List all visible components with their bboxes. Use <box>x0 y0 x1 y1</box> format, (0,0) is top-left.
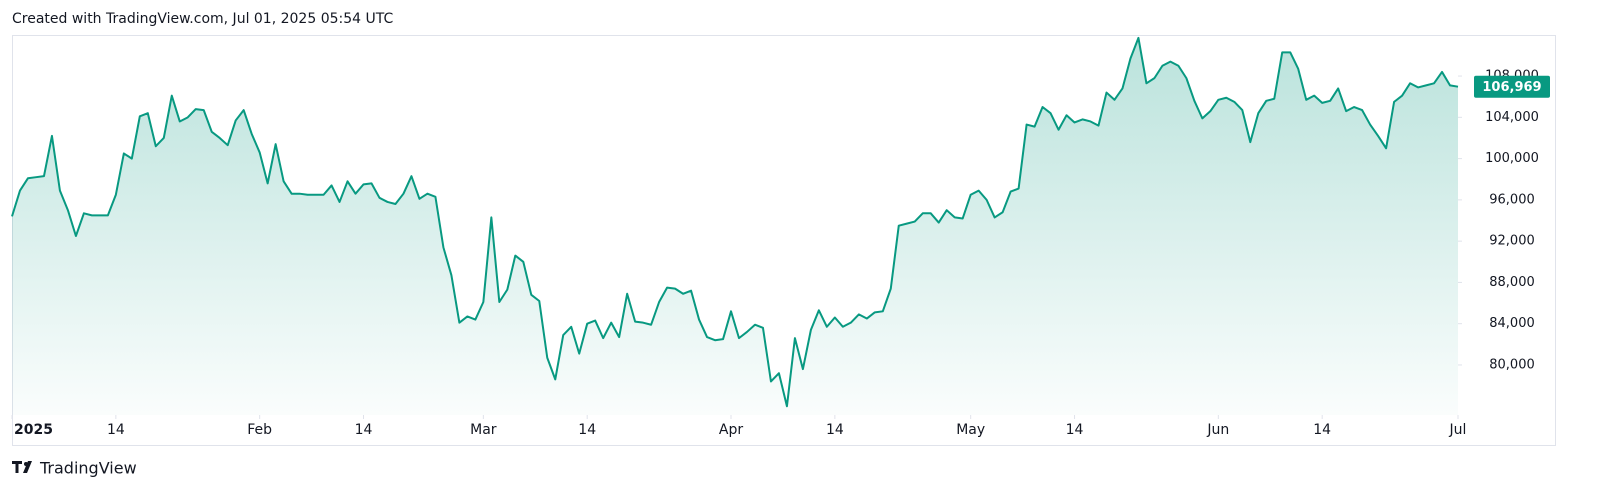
x-tick-label: Jul <box>1449 422 1467 438</box>
y-tick-label: 100,000 <box>1485 151 1539 166</box>
y-tick-label: 84,000 <box>1489 316 1535 331</box>
x-tick-label: 14 <box>578 422 596 438</box>
last-price-badge <box>1474 75 1550 98</box>
brand-name: TradingView <box>39 459 137 478</box>
x-tick-label: Mar <box>470 422 497 438</box>
price-line <box>11 36 1459 408</box>
y-tick-label: 96,000 <box>1489 192 1535 207</box>
y-tick-label: 80,000 <box>1489 357 1535 372</box>
x-tick-label: Apr <box>719 422 743 438</box>
x-tick-label: 2025 <box>14 422 53 438</box>
x-tick-label: Feb <box>247 422 272 438</box>
plot: 80,000 84,000 88,000 92,000 96,000 100,000 104… <box>11 36 1550 438</box>
x-tick-label: 14 <box>1313 422 1331 438</box>
x-tick-label: 14 <box>355 422 373 438</box>
y-tick-label: 88,000 <box>1489 275 1535 290</box>
brand-logo <box>12 461 32 473</box>
area-fill <box>12 37 1458 415</box>
x-tick-label: 14 <box>826 422 844 438</box>
x-tick-label: May <box>956 422 985 438</box>
x-tick-label: Jun <box>1206 422 1229 438</box>
y-tick-label: 92,000 <box>1489 234 1535 249</box>
last-price-label: 106,969 <box>1482 80 1541 95</box>
x-tick-label: 14 <box>107 422 125 438</box>
header-title: Created with TradingView.com, Jul 01, 20… <box>12 11 393 27</box>
x-tick-label: 14 <box>1066 422 1084 438</box>
y-tick-label: 104,000 <box>1485 110 1539 125</box>
